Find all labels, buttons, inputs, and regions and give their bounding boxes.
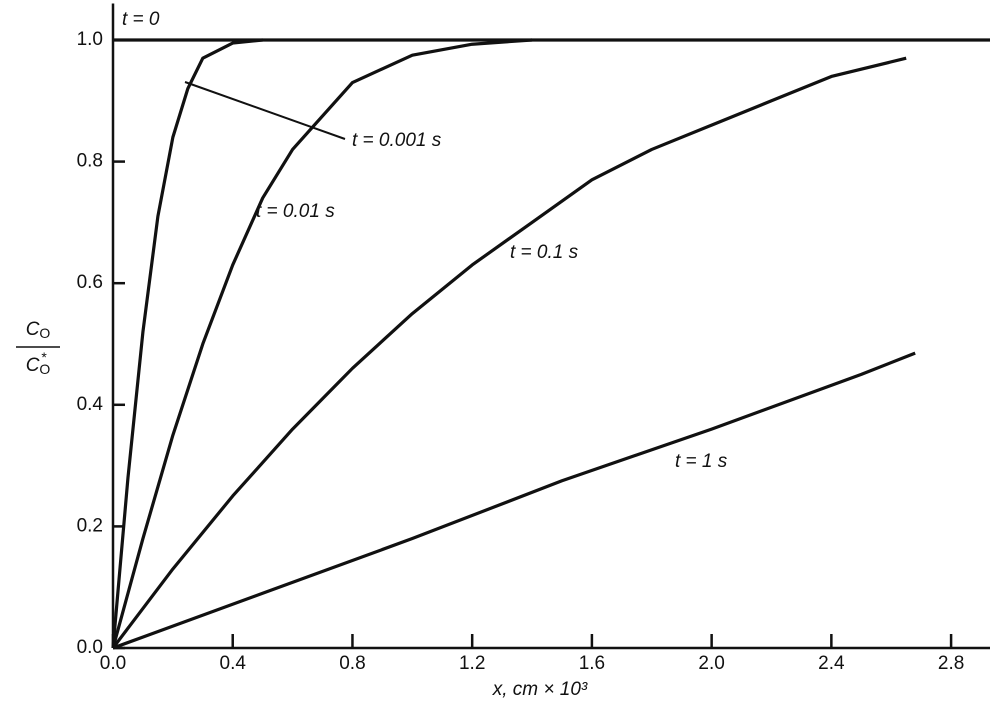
curve-label: t = 0.001 s	[352, 130, 442, 151]
y-label-part: O	[39, 325, 50, 341]
curve	[111, 38, 533, 649]
x-tick-label: 2.4	[818, 653, 845, 674]
curve-label: t = 0.01 s	[256, 201, 335, 222]
curve	[111, 38, 263, 649]
y-tick-label: 1.0	[77, 29, 103, 50]
y-tick-label: 0.8	[77, 151, 103, 172]
x-axis-label: x, cm × 10³	[492, 679, 588, 700]
x-tick-label: 0.4	[220, 653, 247, 674]
leader-line	[184, 81, 346, 140]
y-label-part: *	[41, 349, 47, 365]
x-tick-label: 2.0	[698, 653, 724, 674]
y-label-part: C	[26, 319, 40, 340]
y-label-denominator: CO*	[26, 349, 51, 377]
curve	[112, 351, 916, 650]
x-tick-label: 0.0	[100, 653, 126, 674]
y-tick-label: 0.6	[77, 272, 103, 293]
y-tick-label: 0.2	[77, 515, 103, 536]
y-label-part: C	[26, 355, 40, 376]
y-tick-label: 0.0	[77, 637, 103, 658]
x-tick-label: 1.6	[579, 653, 605, 674]
x-tick-label: 0.8	[339, 653, 365, 674]
y-label-numerator: CO	[26, 319, 51, 341]
y-label-part: O	[39, 361, 50, 377]
curve-label: t = 0	[122, 9, 160, 30]
y-tick-label: 0.4	[77, 394, 104, 415]
curve-label: t = 0.1 s	[510, 242, 579, 263]
curve	[111, 56, 907, 649]
x-tick-label: 1.2	[459, 653, 485, 674]
curve-label: t = 1 s	[675, 451, 728, 472]
x-tick-label: 2.8	[938, 653, 964, 674]
